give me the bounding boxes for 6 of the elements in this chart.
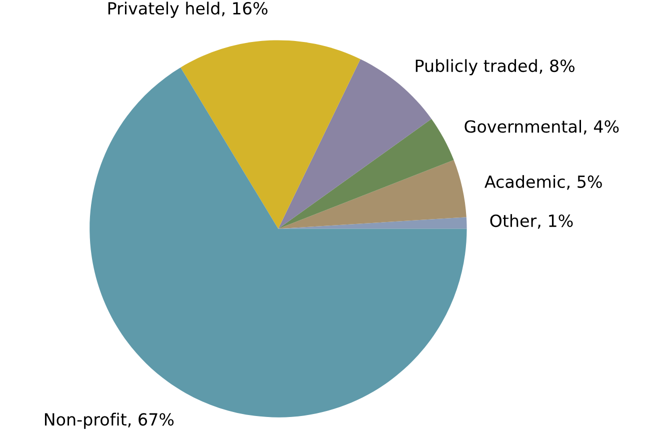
slice-label: Publicly traded, 8% [416,59,574,76]
slice-label: Privately held, 16% [108,2,268,18]
slice-label: Non-profit, 67% [44,412,174,429]
slice-label: Governmental, 4% [464,120,619,135]
slice-label: Other, 1% [490,214,573,229]
slice-label: Academic, 5% [484,175,602,190]
